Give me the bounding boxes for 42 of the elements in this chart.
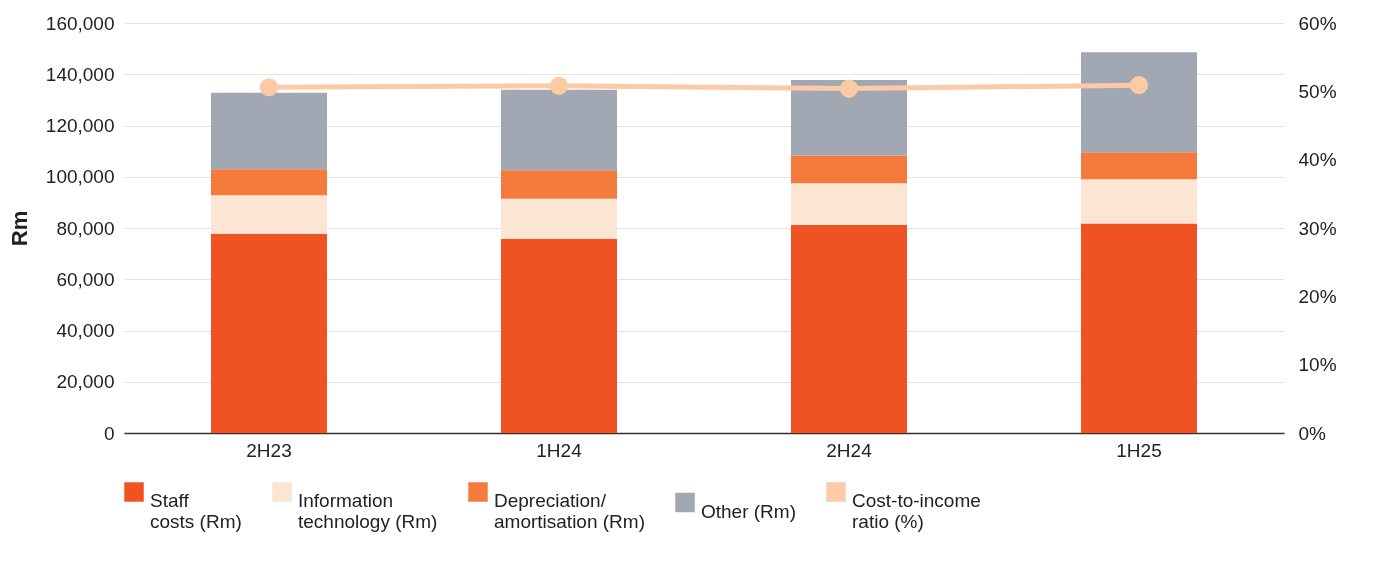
y-tick-label: 0 <box>103 422 115 444</box>
x-tick-label: 1H24 <box>536 439 583 461</box>
y-tick-label: 160,000 <box>45 12 115 34</box>
bar <box>791 79 907 156</box>
y2-tick-label: 30% <box>1298 217 1337 239</box>
bar <box>1081 223 1197 433</box>
bar <box>791 155 907 184</box>
bar <box>1081 179 1197 224</box>
bar <box>1081 52 1197 153</box>
y2-tick-label: 60% <box>1298 12 1337 34</box>
bar <box>791 224 907 433</box>
x-tick-label: 2H23 <box>246 439 292 461</box>
y-tick-label: 100,000 <box>45 166 115 188</box>
x-tick-label: 1H25 <box>1116 439 1162 461</box>
y-axis-title: Rm <box>6 210 32 247</box>
y-tick-label: 80,000 <box>56 217 115 239</box>
bar <box>211 195 327 234</box>
y2-tick-label: 40% <box>1298 149 1337 171</box>
y-tick-label: 20,000 <box>56 371 115 393</box>
legend-label: Depreciation/amortisation (Rm) <box>494 490 645 532</box>
y-tick-label: 40,000 <box>56 320 115 341</box>
bar <box>211 92 327 170</box>
bar <box>501 89 617 171</box>
legend-label: Staff costs (Rm) <box>150 490 242 532</box>
x-tick-label: 2H24 <box>826 439 873 461</box>
bar <box>1081 152 1197 180</box>
bar <box>791 183 907 225</box>
legend-label: Information technology (Rm) <box>298 490 438 532</box>
legend-label: Cost-to-income ratio (%) <box>852 490 981 532</box>
y-tick-label: 60,000 <box>56 268 115 290</box>
y2-tick-label: 0% <box>1298 422 1327 444</box>
bar <box>501 198 617 239</box>
legend-label: Other (Rm) <box>701 500 796 522</box>
bar <box>501 170 617 199</box>
bar <box>211 233 327 433</box>
y2-tick-label: 10% <box>1298 354 1337 376</box>
y-tick-label: 120,000 <box>45 115 115 136</box>
y-tick-label: 140,000 <box>45 63 115 85</box>
y2-tick-label: 20% <box>1298 285 1337 307</box>
bar <box>211 169 327 196</box>
y2-tick-label: 50% <box>1298 80 1337 102</box>
bar <box>501 238 617 433</box>
